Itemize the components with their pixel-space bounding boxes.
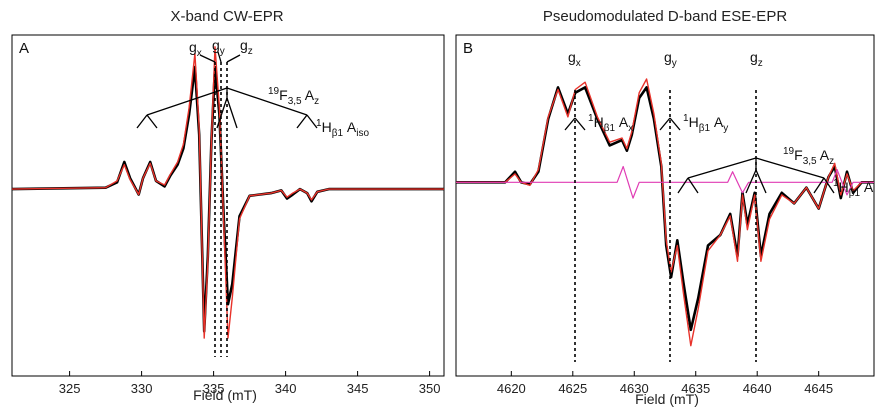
panel-b-frame bbox=[455, 34, 875, 377]
panel-b-hx-doublet bbox=[564, 117, 586, 131]
panel-b-series-1 bbox=[456, 78, 874, 347]
panel-b-stick-diagram bbox=[677, 157, 835, 194]
panel-a-letter: A bbox=[19, 40, 29, 57]
panel-b-series-2 bbox=[456, 165, 874, 199]
panel-b-letter: B bbox=[463, 40, 473, 57]
panel-a-gy-label: gy bbox=[212, 37, 225, 57]
panel-a-tick-label: 325 bbox=[59, 381, 81, 396]
panel-a-series-0 bbox=[11, 65, 444, 333]
panel-a-x-label: Field (mT) bbox=[193, 387, 257, 403]
panel-b-gy-label: gy bbox=[664, 49, 677, 69]
panel-b-gz-label: gz bbox=[750, 49, 763, 69]
panel-a-tick-label: 345 bbox=[347, 381, 369, 396]
panel-b-gx-label: gx bbox=[568, 49, 581, 69]
panel-a-stick-diagram bbox=[136, 87, 318, 129]
panel-a-tick-label: 330 bbox=[131, 381, 153, 396]
panel-a-g-connectors bbox=[199, 51, 241, 63]
panel-b-tick-label: 4620 bbox=[497, 381, 526, 396]
panel-a-series bbox=[11, 46, 444, 339]
panel-a-gx-label: gx bbox=[189, 39, 202, 59]
panel-a-hydrogen-label: 1Hβ1 Aiso bbox=[316, 118, 369, 139]
panel-b-hydrogen-label: 1Hβ1 A bbox=[833, 178, 874, 199]
panel-b-tick-label: 4630 bbox=[620, 381, 649, 396]
panel-a-tick-label: 335 bbox=[203, 381, 225, 396]
panel-a-fluorine-label: 19F3,5 Az bbox=[268, 86, 319, 107]
panel-a-gz-label: gz bbox=[240, 37, 253, 57]
panel-a-series-1 bbox=[11, 46, 444, 339]
panel-b: Pseudomodulated D-band ESE-EPR B 4620 462… bbox=[455, 8, 875, 407]
panel-b-tick-label: 4640 bbox=[743, 381, 772, 396]
panel-a-title: X-band CW-EPR bbox=[170, 8, 283, 25]
panel-b-tick-label: 4635 bbox=[681, 381, 710, 396]
panel-b-hy-label: 1Hβ1 Ay bbox=[683, 113, 728, 134]
panel-b-x-label: Field (mT) bbox=[635, 391, 699, 407]
panel-b-hx-label: 1Hβ1 Ax bbox=[588, 113, 633, 134]
panel-b-tick-label: 4625 bbox=[558, 381, 587, 396]
panel-a-x-ticks: 325 330 335 340 345 350 bbox=[59, 371, 441, 396]
panel-b-series bbox=[456, 78, 874, 347]
panel-a-tick-label: 340 bbox=[275, 381, 297, 396]
panel-a-frame bbox=[11, 34, 445, 377]
panel-b-fluorine-label: 19F3,5 Az bbox=[783, 146, 834, 167]
panel-b-hy-doublet bbox=[659, 117, 681, 131]
panel-b-tick-label: 4645 bbox=[804, 381, 833, 396]
panel-b-title: Pseudomodulated D-band ESE-EPR bbox=[543, 8, 787, 25]
panel-b-x-ticks: 4620 4625 4630 4635 4640 4645 bbox=[497, 371, 833, 396]
panel-a-tick-label: 350 bbox=[419, 381, 441, 396]
panel-a: X-band CW-EPR A 325 330 335 340 345 350 Field… bbox=[11, 8, 445, 403]
